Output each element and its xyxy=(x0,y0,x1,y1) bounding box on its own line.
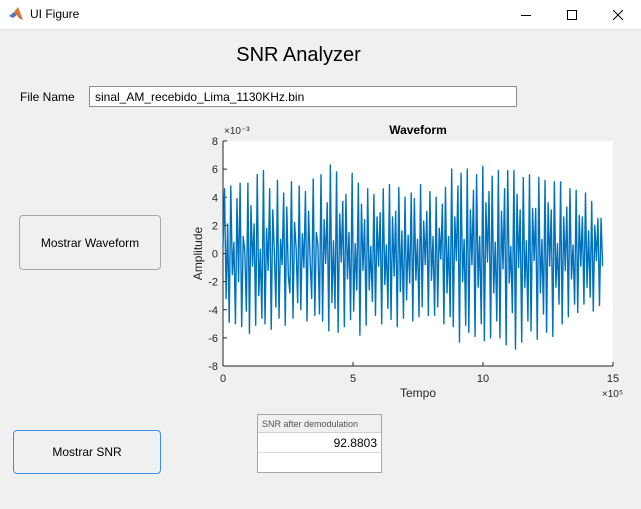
snr-value-cell[interactable]: 92.8803 xyxy=(258,433,381,453)
minimize-icon xyxy=(521,14,531,16)
page-title: SNR Analyzer xyxy=(236,44,361,66)
y-tick-label: -6 xyxy=(208,333,218,345)
minimize-button[interactable] xyxy=(503,0,549,29)
x-tick-label: 10 xyxy=(477,373,489,385)
y-tick-label: 2 xyxy=(212,220,218,232)
y-tick-label: 8 xyxy=(212,136,218,148)
x-exponent-label: ×10⁵ xyxy=(602,389,623,400)
maximize-button[interactable] xyxy=(549,0,595,29)
y-exponent-label: ×10⁻³ xyxy=(224,126,250,137)
snr-table-header: SNR after demodulation xyxy=(258,415,381,433)
y-tick-label: 0 xyxy=(212,249,218,261)
waveform-series-line xyxy=(222,164,604,350)
file-name-label: File Name xyxy=(20,90,75,104)
show-waveform-button[interactable]: Mostrar Waveform xyxy=(19,215,161,270)
show-snr-button[interactable]: Mostrar SNR xyxy=(13,430,161,474)
matlab-logo-icon xyxy=(9,7,23,20)
x-tick-label: 5 xyxy=(350,373,356,385)
y-tick-label: 6 xyxy=(212,164,218,176)
close-button[interactable] xyxy=(595,0,641,29)
window-title: UI Figure xyxy=(30,7,80,21)
y-tick-label: 4 xyxy=(212,192,218,204)
maximize-icon xyxy=(567,9,577,20)
snr-empty-row xyxy=(258,453,381,472)
y-tick-label: -2 xyxy=(208,277,218,289)
title-bar: UI Figure xyxy=(0,0,641,30)
y-axis-label: Amplitude xyxy=(191,227,205,281)
x-axis-label: Tempo xyxy=(400,386,436,400)
x-tick-label: 15 xyxy=(607,373,619,385)
close-icon xyxy=(613,9,623,20)
y-tick-label: -8 xyxy=(208,361,218,373)
file-name-input[interactable] xyxy=(89,86,517,107)
snr-table: SNR after demodulation 92.8803 xyxy=(257,414,382,473)
y-tick-label: -4 xyxy=(208,305,218,317)
x-tick-label: 0 xyxy=(220,373,226,385)
chart-title: Waveform xyxy=(389,123,447,137)
